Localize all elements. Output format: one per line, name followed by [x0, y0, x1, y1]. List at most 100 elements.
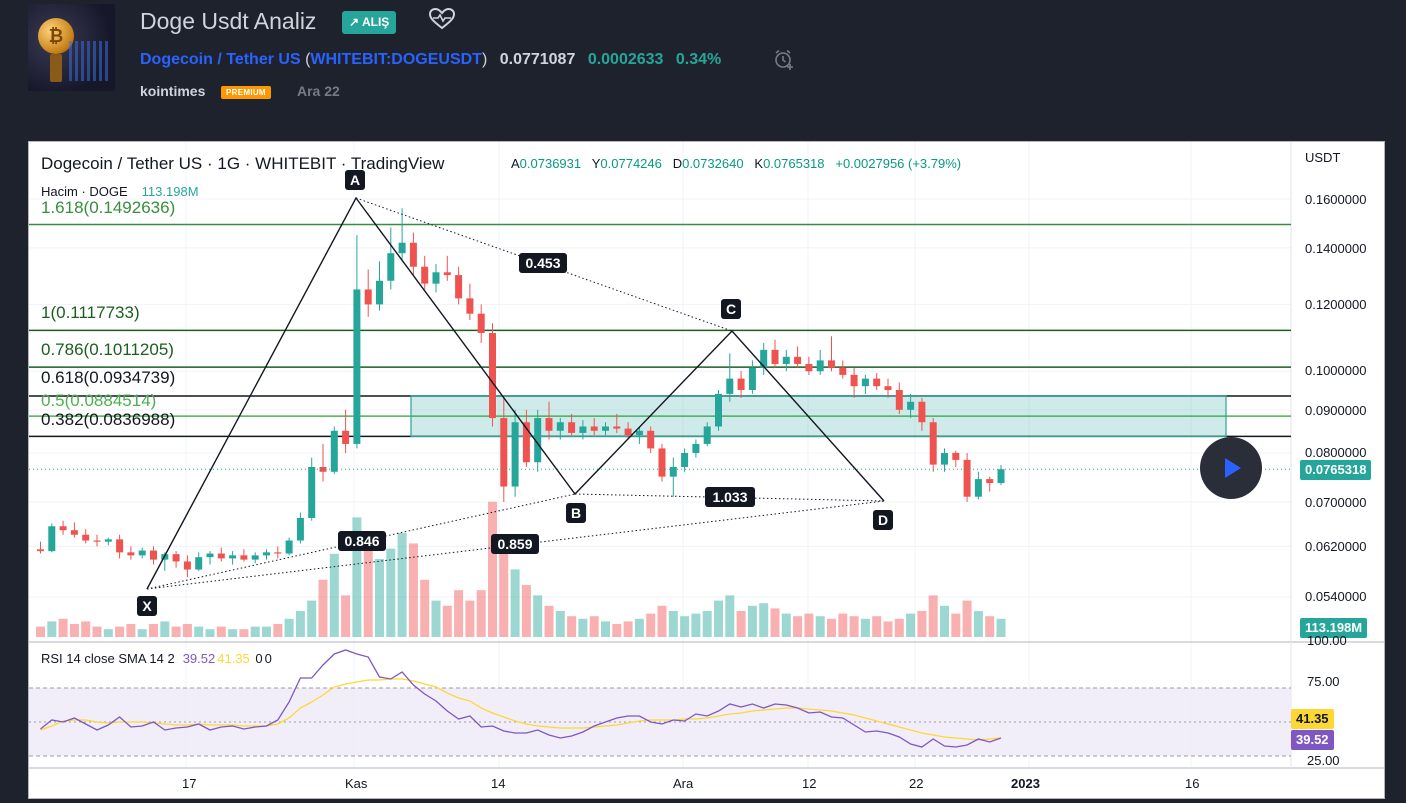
volume-bar: [488, 501, 497, 637]
candle-body: [308, 466, 316, 518]
candle-body: [251, 555, 259, 560]
candle-body: [443, 272, 451, 276]
volume-bar: [962, 600, 972, 637]
volume-bar: [759, 603, 769, 637]
ratio-label-xd: 0.859: [491, 534, 539, 554]
harmonic-ratio-line: [146, 493, 576, 590]
rsi-line: [40, 649, 1002, 748]
time-axis-label: 12: [802, 776, 817, 791]
time-axis-label: 17: [182, 776, 197, 791]
chart-panel[interactable]: Dogecoin / Tether US · 1G · WHITEBIT · T…: [28, 141, 1385, 799]
symbol-name-link[interactable]: Dogecoin / Tether US: [140, 51, 301, 68]
price-axis-label: 0.1400000: [1305, 241, 1367, 256]
candle-body: [726, 378, 734, 394]
author-name[interactable]: kointimes: [140, 83, 206, 99]
symbol-code-link[interactable]: WHITEBIT:DOGEUSDT: [310, 51, 482, 68]
chart-legend-title: Dogecoin / Tether US · 1G · WHITEBIT · T…: [41, 154, 445, 173]
publish-date: Ara 22: [297, 83, 340, 99]
rsi-axis-label: 100.00: [1307, 633, 1347, 648]
candle-body: [963, 459, 971, 497]
time-axis-label: 16: [1185, 776, 1200, 791]
rsi-sma-tag: 41.35: [1291, 709, 1334, 729]
volume-bar: [92, 626, 102, 637]
candle-body: [500, 418, 508, 487]
volume-bar: [521, 585, 531, 637]
volume-bar: [228, 629, 238, 637]
volume-bar: [126, 624, 136, 637]
volume-bar: [115, 626, 125, 637]
candle-body: [782, 356, 790, 364]
volume-bar: [307, 600, 317, 637]
idea-thumbnail[interactable]: ₿: [28, 4, 115, 91]
candle-body: [127, 552, 135, 556]
volume-bar: [397, 533, 407, 637]
target-zone: [410, 395, 1227, 438]
pattern-point-a: A: [345, 170, 365, 190]
price-axis-label: 0.0900000: [1305, 403, 1367, 418]
time-axis-label: 22: [909, 776, 924, 791]
candle-body: [737, 378, 745, 391]
candle-body: [918, 401, 926, 423]
heart-pulse-icon[interactable]: [428, 7, 456, 31]
candle-body: [150, 550, 157, 560]
volume-bar: [250, 626, 260, 637]
fib-label-0382: 0.382(0.0836988): [41, 410, 176, 429]
volume-bar: [680, 616, 690, 637]
candle-body: [421, 266, 429, 284]
volume-bar: [454, 590, 464, 637]
volume-bar: [69, 624, 79, 637]
candle-body: [296, 517, 304, 541]
volume-bar: [36, 626, 45, 637]
volume-bar: [499, 538, 509, 637]
volume-bar: [273, 624, 283, 637]
volume-bar: [646, 613, 656, 637]
pattern-point-d: D: [873, 510, 893, 530]
volume-bar: [612, 624, 622, 637]
volume-bar: [103, 629, 113, 637]
candle-body: [116, 539, 124, 553]
volume-bar: [725, 595, 735, 637]
volume-bar: [951, 613, 961, 637]
volume-bar: [714, 600, 723, 637]
candle-body: [183, 561, 191, 570]
volume-bar: [827, 618, 836, 637]
candle-body: [828, 360, 835, 368]
candle-body: [941, 452, 948, 465]
play-replay-button[interactable]: [1200, 437, 1262, 499]
volume-bar: [838, 613, 848, 637]
pattern-point-b: B: [566, 503, 586, 523]
volume-bar: [47, 621, 57, 637]
candle-body: [206, 553, 214, 558]
ohlc-close: 0.0765318: [763, 156, 825, 171]
chart-canvas[interactable]: [29, 142, 1385, 799]
candle-body: [873, 378, 881, 387]
candle-body: [929, 422, 937, 465]
volume-bar: [510, 569, 520, 637]
price-axis-label: 0.1000000: [1305, 363, 1367, 378]
ohlc-low: 0.0732640: [682, 156, 744, 171]
volume-bar: [555, 611, 565, 637]
candle-body: [658, 448, 666, 477]
candle-body: [771, 349, 779, 364]
candle-body: [635, 430, 643, 436]
rsi-axis-label: 25.00: [1307, 753, 1340, 768]
rsi-axis-label: 75.00: [1307, 674, 1340, 689]
volume-tag: 113.198M: [1300, 618, 1368, 638]
volume-bar: [149, 624, 158, 637]
alarm-clock-add-icon[interactable]: [772, 48, 796, 72]
candle-body: [579, 426, 587, 433]
volume-legend: Hacim · DOGE 113.198M: [41, 184, 199, 199]
volume-bar: [793, 616, 803, 637]
candle-body: [217, 553, 225, 559]
candle-body: [466, 298, 474, 314]
candle-body: [319, 466, 327, 472]
volume-bar: [171, 626, 181, 637]
fib-label-05: 0.5(0.0884514): [41, 391, 157, 410]
idea-type-badge: ↗ ALIŞ: [342, 11, 397, 34]
volume-bar: [295, 611, 305, 637]
candle-body: [861, 378, 869, 387]
time-axis-label: 14: [491, 776, 506, 791]
volume-bar: [408, 543, 418, 637]
candle-body: [477, 313, 485, 333]
